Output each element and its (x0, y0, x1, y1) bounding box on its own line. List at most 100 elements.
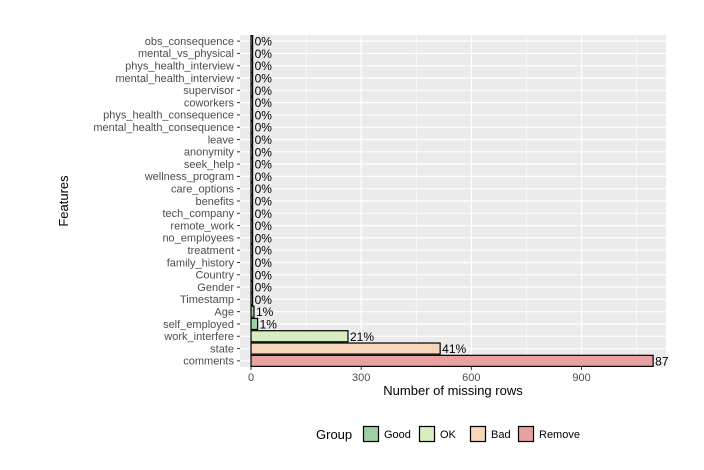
x-tick-label-300: 300 (352, 372, 370, 384)
bar-seek_help (250, 157, 254, 171)
bars (250, 35, 654, 367)
legend-label-ok: OK (440, 429, 457, 441)
bar-state (250, 342, 441, 355)
y-tick-label-work_interfere: work_interfere (163, 331, 234, 343)
y-axis-title: Features (56, 175, 71, 227)
bar-mental_health_consequence (250, 121, 254, 134)
y-tick-label-state: state (210, 343, 234, 355)
bar-Age (250, 305, 255, 318)
bar-family_history (250, 256, 254, 269)
x-tick-label-900: 900 (572, 372, 590, 384)
y-tick-label-self_employed: self_employed (163, 319, 234, 331)
data-label-Gender: 0% (255, 281, 273, 295)
data-label-wellness_program: 0% (255, 170, 273, 184)
bar-phys_health_consequence (250, 108, 254, 122)
data-label-self_employed: 1% (260, 317, 278, 331)
data-label-remote_work: 0% (255, 219, 273, 233)
y-tick-label-mental_health_consequence: mental_health_consequence (93, 122, 234, 134)
data-label-family_history: 0% (255, 256, 273, 270)
bar-treatment (250, 244, 254, 257)
x-axis: 0 300 600 900 (248, 367, 591, 384)
legend-swatch-bad (469, 425, 487, 443)
bar-anonymity (250, 145, 254, 158)
data-label-mental_vs_physical: 0% (255, 47, 273, 61)
bar-wellness_program (250, 170, 254, 183)
data-labels: 8741%21%1%1%0%0%0%0%0%0%0%0%0%0%0%0%0%0%… (255, 35, 669, 369)
x-tick-label-0: 0 (248, 372, 254, 384)
data-label-anonymity: 0% (255, 145, 273, 159)
y-tick-label-Gender: Gender (197, 282, 234, 294)
bar-obs_consequence (250, 35, 254, 48)
legend-swatch-ok (418, 425, 436, 443)
data-label-work_interfere: 21% (350, 330, 374, 344)
bar-care_options (250, 182, 254, 195)
data-label-coworkers: 0% (255, 96, 273, 110)
y-tick-label-wellness_program: wellness_program (144, 171, 234, 183)
bar-supervisor (250, 84, 254, 97)
data-label-phys_health_interview: 0% (255, 59, 273, 73)
bar-leave (250, 133, 254, 146)
y-tick-label-no_employees: no_employees (162, 233, 234, 245)
bar-tech_company (250, 207, 254, 220)
y-tick-label-supervisor: supervisor (183, 85, 234, 97)
data-label-obs_consequence: 0% (255, 35, 273, 49)
data-label-no_employees: 0% (255, 231, 273, 245)
bar-Country (250, 268, 254, 281)
legend-title: Group (316, 427, 352, 442)
y-tick-label-Timestamp: Timestamp (180, 294, 234, 306)
y-tick-label-mental_vs_physical: mental_vs_physical (138, 48, 234, 60)
legend-label-remove: Remove (539, 429, 580, 441)
y-tick-label-remote_work: remote_work (170, 220, 234, 232)
y-tick-label-family_history: family_history (167, 257, 235, 269)
bar-no_employees (250, 231, 254, 245)
bar-Gender (250, 280, 254, 294)
legend-label-bad: Bad (491, 429, 511, 441)
legend-swatch-good (362, 425, 380, 443)
data-label-supervisor: 0% (255, 84, 273, 98)
x-tick-label-600: 600 (462, 372, 480, 384)
data-label-Country: 0% (255, 268, 273, 282)
legend: Group Good OK Bad Remove (316, 425, 580, 443)
data-label-benefits: 0% (255, 195, 273, 209)
bar-work_interfere (250, 330, 349, 343)
y-tick-label-Age: Age (214, 306, 234, 318)
y-tick-label-benefits: benefits (195, 196, 234, 208)
data-label-mental_health_consequence: 0% (255, 121, 273, 135)
y-tick-label-mental_health_interview: mental_health_interview (115, 73, 234, 85)
y-tick-label-seek_help: seek_help (184, 159, 234, 171)
data-label-mental_health_interview: 0% (255, 72, 273, 86)
y-tick-label-care_options: care_options (171, 184, 234, 196)
legend-swatch-remove (517, 425, 535, 443)
data-label-treatment: 0% (255, 244, 273, 258)
bar-phys_health_interview (250, 59, 254, 72)
data-label-leave: 0% (255, 133, 273, 147)
data-label-phys_health_consequence: 0% (255, 108, 273, 122)
data-label-care_options: 0% (255, 182, 273, 196)
y-tick-label-treatment: treatment (188, 245, 234, 257)
bar-benefits (250, 194, 254, 208)
data-label-state: 41% (442, 342, 466, 356)
x-axis-title: Number of missing rows (383, 383, 523, 398)
data-label-comments: 87 (655, 354, 669, 368)
y-tick-label-obs_consequence: obs_consequence (145, 36, 234, 48)
y-axis: commentsstatework_interfereself_employed… (93, 36, 240, 368)
y-tick-label-coworkers: coworkers (184, 97, 235, 109)
bar-mental_health_interview (250, 71, 254, 85)
y-tick-label-anonymity: anonymity (184, 147, 235, 159)
data-label-tech_company: 0% (255, 207, 273, 221)
bar-comments (250, 354, 654, 367)
y-tick-label-comments: comments (183, 356, 234, 368)
y-tick-label-Country: Country (195, 270, 234, 282)
data-label-Age: 1% (256, 305, 274, 319)
data-label-Timestamp: 0% (255, 293, 273, 307)
bar-remote_work (250, 219, 254, 232)
bar-Timestamp (250, 293, 254, 306)
y-tick-label-phys_health_consequence: phys_health_consequence (103, 110, 234, 122)
y-tick-label-leave: leave (208, 134, 234, 146)
bar-coworkers (250, 96, 254, 109)
bar-self_employed (250, 317, 259, 331)
y-tick-label-phys_health_interview: phys_health_interview (125, 61, 234, 73)
data-label-seek_help: 0% (255, 158, 273, 172)
bar-mental_vs_physical (250, 47, 254, 60)
